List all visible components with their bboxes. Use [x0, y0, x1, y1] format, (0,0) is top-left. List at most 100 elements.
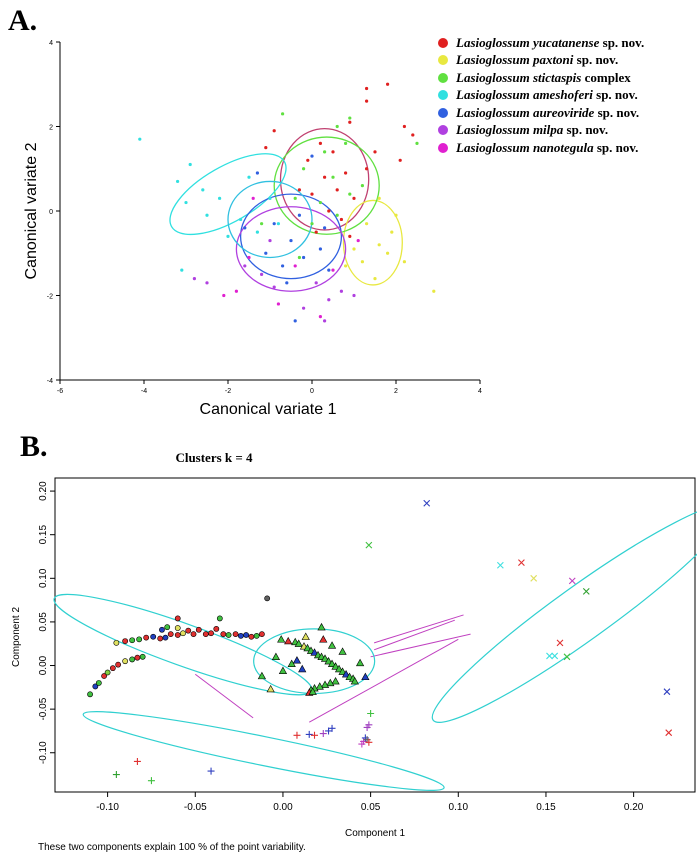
circle-marker [129, 637, 136, 644]
data-point [226, 234, 230, 238]
data-point [348, 116, 352, 120]
triangle-marker [331, 662, 340, 670]
data-point [302, 255, 306, 260]
data-point [335, 124, 339, 129]
data-point [331, 175, 335, 179]
data-point [352, 196, 356, 200]
triangle-marker [308, 687, 317, 695]
circle-marker [190, 631, 197, 638]
circle-marker [167, 631, 174, 638]
triangle-marker [310, 648, 319, 656]
triangle-marker [341, 670, 351, 678]
panel-a-label: A. [8, 4, 38, 37]
cluster-ellipse [53, 593, 313, 696]
y-tick-label: 0.05 [38, 612, 49, 632]
data-point [234, 289, 238, 293]
data-point [339, 217, 343, 222]
data-point [138, 137, 142, 141]
triangle-marker [305, 688, 314, 696]
x-tick-label: 0.05 [361, 802, 381, 813]
data-point [365, 222, 369, 226]
y-tick-label: 0.00 [38, 655, 49, 675]
legend-marker [438, 55, 448, 66]
x-tick-label: -2 [225, 388, 231, 395]
data-point [306, 158, 310, 162]
circle-marker [220, 631, 227, 638]
circle-marker [113, 639, 120, 646]
data-point [352, 247, 356, 251]
data-point [339, 289, 343, 293]
triangle-marker [317, 652, 326, 660]
cross-marker [423, 499, 431, 507]
data-point [276, 222, 280, 226]
legend-item: Lasioglossum ameshoferi sp. nov. [438, 87, 644, 105]
triangle-marker [291, 637, 300, 646]
data-point [188, 162, 192, 167]
triangle-marker [266, 684, 275, 693]
data-point [260, 222, 264, 226]
legend-item: Lasioglossum nanotegula sp. nov. [438, 139, 644, 157]
circle-marker [122, 658, 129, 665]
legend-suffix: sp. nov. [563, 122, 609, 138]
group-ellipse [273, 136, 380, 235]
data-point [260, 272, 264, 276]
legend-genus: Lasioglossum [456, 139, 530, 155]
legend-marker [438, 125, 448, 136]
data-point [356, 238, 360, 243]
cross-marker [546, 652, 553, 660]
data-point [386, 251, 390, 255]
circle-marker [225, 632, 232, 638]
triangle-marker [350, 677, 359, 685]
canonical-variate-plot: -6 -4 -2 0 2 4 -4 -2 0 2 4 Canonical variate 1 Ca… [23, 40, 482, 418]
circle-marker [185, 627, 192, 634]
legend-suffix: sp. nov. [594, 104, 640, 120]
y-axis-ticks: -0.10 -0.05 0.00 0.05 0.10 0.15 0.20 [38, 481, 55, 764]
triangle-marker [294, 639, 303, 647]
data-point [377, 243, 381, 247]
y-axis-ticks: -4 -2 0 2 4 [47, 40, 60, 385]
cross-marker [365, 541, 373, 549]
y-tick-label: 0.10 [38, 568, 49, 588]
circle-marker [174, 615, 181, 622]
plot-frame [54, 477, 696, 793]
data-point [297, 213, 301, 217]
triangle-marker [278, 666, 288, 674]
legend-genus: Lasioglossum [456, 122, 530, 138]
data-point [335, 188, 339, 192]
circle-marker [104, 669, 111, 676]
legend-item: Lasioglossum paxtoni sp. nov. [438, 52, 644, 70]
data-point [348, 120, 352, 124]
data-point [432, 289, 436, 293]
data-point [293, 196, 297, 200]
legend-epithet: yucatanense [532, 34, 600, 50]
circle-marker [115, 661, 122, 668]
data-point [318, 200, 322, 205]
triangle-marker [355, 658, 365, 667]
circle-marker [122, 638, 129, 645]
data-point [276, 302, 280, 306]
legend-epithet: paxtoni [532, 52, 574, 68]
group-ellipse [235, 206, 347, 292]
circle-marker [157, 635, 164, 642]
circle-marker [174, 632, 181, 638]
x-tick-label: -0.10 [96, 802, 119, 813]
legend-epithet: nanotegula [532, 139, 594, 155]
data-point [272, 129, 276, 133]
variability-footnote: These two components explain 100 % of th… [38, 842, 306, 853]
data-point [264, 251, 268, 255]
data-point [243, 264, 247, 268]
legend-suffix: sp. nov. [592, 87, 638, 103]
triangle-marker [327, 659, 337, 667]
x-tick-label: 0.10 [449, 802, 469, 813]
cluster-ellipses [53, 503, 697, 791]
circle-marker [92, 683, 99, 690]
circle-marker [136, 636, 143, 643]
plus-marker [361, 734, 369, 742]
x-tick-label: -4 [141, 388, 147, 395]
circle-marker [243, 632, 250, 638]
data-point [293, 264, 297, 268]
legend-item: Lasioglossum aureoviride sp. nov. [438, 104, 644, 122]
triangle-marker [315, 682, 324, 690]
cross-marker [496, 561, 504, 569]
circle-marker [174, 625, 181, 631]
